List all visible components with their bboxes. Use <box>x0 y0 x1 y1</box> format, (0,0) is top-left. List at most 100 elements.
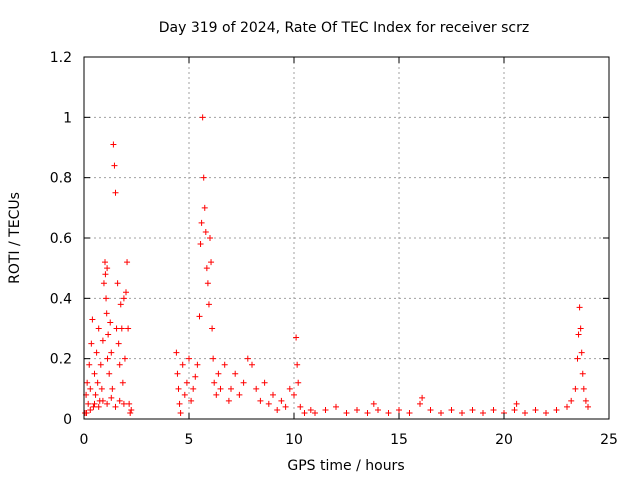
data-point <box>419 394 426 401</box>
data-point <box>95 403 102 410</box>
data-point <box>92 391 99 398</box>
data-point <box>213 391 220 398</box>
data-point <box>100 280 107 287</box>
data-point <box>265 400 272 407</box>
data-point <box>579 370 586 377</box>
data-point <box>215 370 222 377</box>
data-point <box>183 379 190 386</box>
data-point <box>249 361 255 368</box>
data-point <box>105 331 112 338</box>
data-point <box>261 379 268 386</box>
x-tick-label: 0 <box>80 432 89 448</box>
data-point <box>190 385 197 392</box>
data-point <box>580 385 587 392</box>
data-point <box>257 397 264 404</box>
data-point <box>513 400 520 407</box>
data-point <box>99 397 106 404</box>
data-point <box>93 349 100 356</box>
data-point <box>448 406 455 413</box>
data-point <box>176 400 183 407</box>
data-point <box>108 349 115 356</box>
data-point <box>173 349 180 356</box>
data-point <box>282 403 289 410</box>
data-point <box>286 385 293 392</box>
x-tick-label: 15 <box>390 432 408 448</box>
data-point <box>568 397 575 404</box>
data-point <box>110 141 117 148</box>
data-point <box>121 355 128 362</box>
x-tick-label: 5 <box>185 432 194 448</box>
data-point <box>427 406 434 413</box>
data-point <box>194 361 201 368</box>
data-point <box>118 325 125 332</box>
data-point <box>244 355 251 362</box>
data-point <box>297 403 304 410</box>
x-tick-label: 10 <box>285 432 303 448</box>
data-point <box>278 397 285 404</box>
data-point <box>104 265 111 272</box>
data-point <box>104 355 111 362</box>
data-point <box>114 280 121 287</box>
data-point <box>572 385 579 392</box>
y-tick-label: 0.4 <box>50 291 72 307</box>
data-point <box>221 361 228 368</box>
data-point <box>116 361 123 368</box>
data-point <box>406 409 413 416</box>
data-point <box>210 355 217 362</box>
data-point <box>576 304 583 311</box>
grid-lines <box>84 57 609 419</box>
y-tick-label: 1.2 <box>50 50 72 66</box>
data-point <box>87 385 94 392</box>
data-point <box>522 409 528 416</box>
data-point <box>490 406 497 413</box>
data-point <box>117 301 124 308</box>
data-point <box>97 361 104 368</box>
data-point <box>116 397 123 404</box>
data-point <box>91 400 98 407</box>
data-point <box>112 189 119 196</box>
data-point <box>83 409 90 416</box>
x-tick-label: 20 <box>495 432 513 448</box>
data-point <box>107 319 114 326</box>
x-tick-label: 25 <box>600 432 618 448</box>
data-point <box>99 337 106 344</box>
data-point <box>86 361 93 368</box>
data-point <box>417 400 423 407</box>
data-point <box>95 325 102 332</box>
data-point <box>111 162 118 169</box>
y-tick-label: 0.6 <box>50 231 72 247</box>
data-point <box>120 295 127 302</box>
y-tick-label: 1 <box>63 110 72 126</box>
data-point <box>104 400 111 407</box>
data-point <box>364 409 371 416</box>
data-point <box>120 400 127 407</box>
data-point <box>128 406 135 413</box>
data-point <box>343 409 350 416</box>
data-point <box>200 174 207 181</box>
data-point <box>307 406 314 413</box>
data-point <box>295 379 302 386</box>
data-point <box>293 334 300 341</box>
data-point <box>201 204 208 211</box>
data-point <box>102 271 109 278</box>
data-point <box>370 400 377 407</box>
data-point <box>582 397 589 404</box>
data-point <box>174 370 181 377</box>
data-point <box>209 325 216 332</box>
data-point <box>532 406 539 413</box>
data-point <box>103 310 110 317</box>
data-point <box>127 409 134 416</box>
data-point <box>375 406 381 413</box>
data-point <box>225 397 232 404</box>
data-point <box>109 385 116 392</box>
data-point <box>179 361 186 368</box>
data-point <box>577 325 584 332</box>
data-point <box>188 397 195 404</box>
data-point <box>106 370 113 377</box>
data-point <box>85 400 92 407</box>
data-point <box>192 373 199 380</box>
data-point <box>102 259 108 266</box>
data-point <box>232 370 239 377</box>
data-point <box>354 406 360 413</box>
data-point <box>385 409 392 416</box>
